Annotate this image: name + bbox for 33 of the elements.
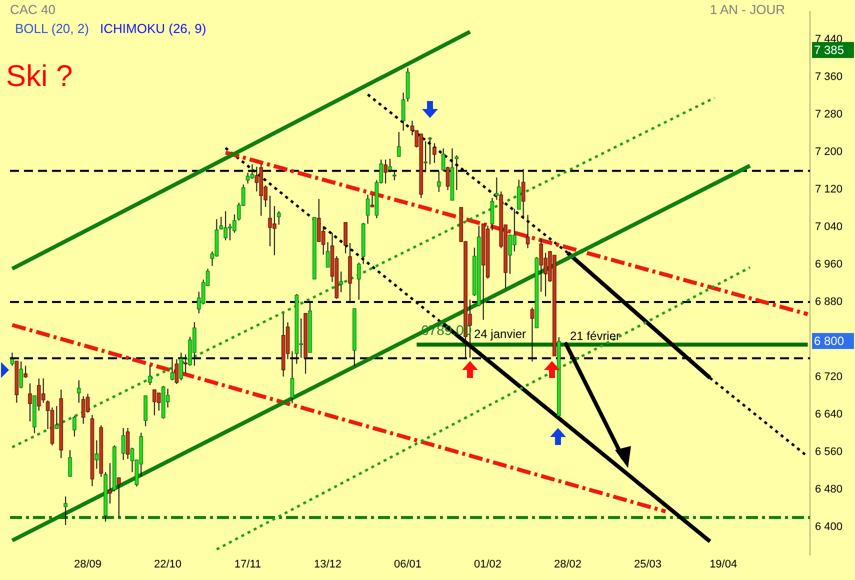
- y-tick-label: 6 560: [815, 446, 843, 458]
- x-tick-label: 22/10: [154, 558, 182, 571]
- y-tick-label: 7 280: [815, 108, 843, 121]
- chart-title: CAC 40: [10, 2, 56, 17]
- x-tick-label: 25/03: [634, 558, 662, 571]
- y-tick-label: 6 640: [815, 408, 843, 420]
- x-tick-label: 28/09: [74, 558, 102, 571]
- y-tick-label: 6 720: [815, 371, 843, 384]
- annotation: ICHIMOKU (26, 9): [100, 21, 206, 36]
- candlestick: [68, 450, 72, 478]
- x-tick-label: 19/04: [710, 558, 738, 571]
- x-tick-label: 17/11: [234, 558, 262, 571]
- text: 6 800: [812, 333, 854, 349]
- y-tick-label: 6 480: [815, 483, 843, 496]
- x-tick-label: 01/02: [474, 558, 502, 571]
- y-tick-label: 7 360: [815, 71, 843, 84]
- y-tick-label: 6 880: [815, 296, 843, 308]
- y-tick-label: 7 120: [815, 184, 843, 196]
- text: 7 385: [812, 42, 854, 58]
- x-tick-label: 13/12: [314, 558, 342, 571]
- annotation: 21 février: [570, 329, 620, 343]
- candlestick: [108, 462, 112, 504]
- annotation: BOLL (20, 2): [15, 21, 89, 36]
- annotation: Ski ?: [6, 60, 73, 94]
- y-tick-label: 6 960: [815, 258, 843, 271]
- y-tick-label: 6 400: [815, 520, 843, 533]
- chart-subtitle: 1 AN - JOUR: [710, 2, 785, 17]
- x-tick-label: 06/01: [394, 558, 422, 571]
- y-tick-label: 7 040: [815, 221, 843, 234]
- y-tick-label: 7 200: [815, 146, 843, 158]
- candlestick: [28, 383, 32, 422]
- annotation: 24 janvier: [474, 327, 526, 341]
- x-tick-label: 28/02: [554, 558, 582, 571]
